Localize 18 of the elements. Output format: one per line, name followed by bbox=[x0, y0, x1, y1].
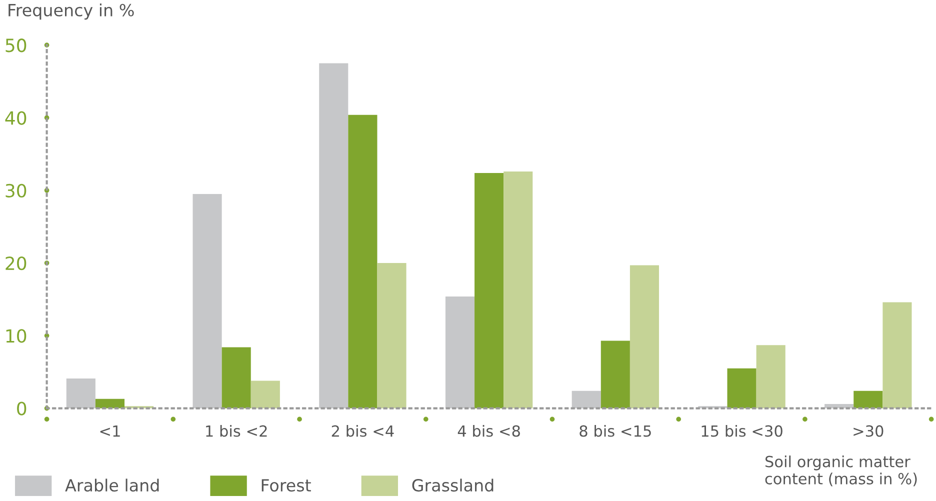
x-tick-label: 15 bis <30 bbox=[702, 424, 782, 437]
legend-label: Grassland bbox=[412, 478, 494, 492]
legend-label: Arable land bbox=[65, 478, 159, 492]
x-tick-label: 2 bis <4 bbox=[332, 424, 394, 437]
x-axis-title: Soil organic matter content (mass in %) bbox=[765, 456, 917, 486]
y-tick-label: 20 bbox=[6, 256, 26, 270]
y-tick-label: 10 bbox=[6, 329, 26, 343]
legend-label: Forest bbox=[262, 479, 311, 492]
y-axis-title: Frequency in % bbox=[8, 4, 134, 20]
x-tick-label: <1 bbox=[100, 425, 120, 437]
x-tick-label: 4 bis <8 bbox=[458, 424, 520, 437]
y-tick-label: 0 bbox=[17, 402, 26, 416]
y-tick-label: 50 bbox=[6, 38, 26, 52]
y-tick-label: 30 bbox=[6, 184, 26, 198]
x-tick-label: 8 bis <15 bbox=[580, 424, 651, 437]
x-tick-label: >30 bbox=[854, 425, 884, 437]
x-tick-label: 1 bis <2 bbox=[206, 424, 267, 437]
y-tick-label: 40 bbox=[5, 111, 26, 125]
